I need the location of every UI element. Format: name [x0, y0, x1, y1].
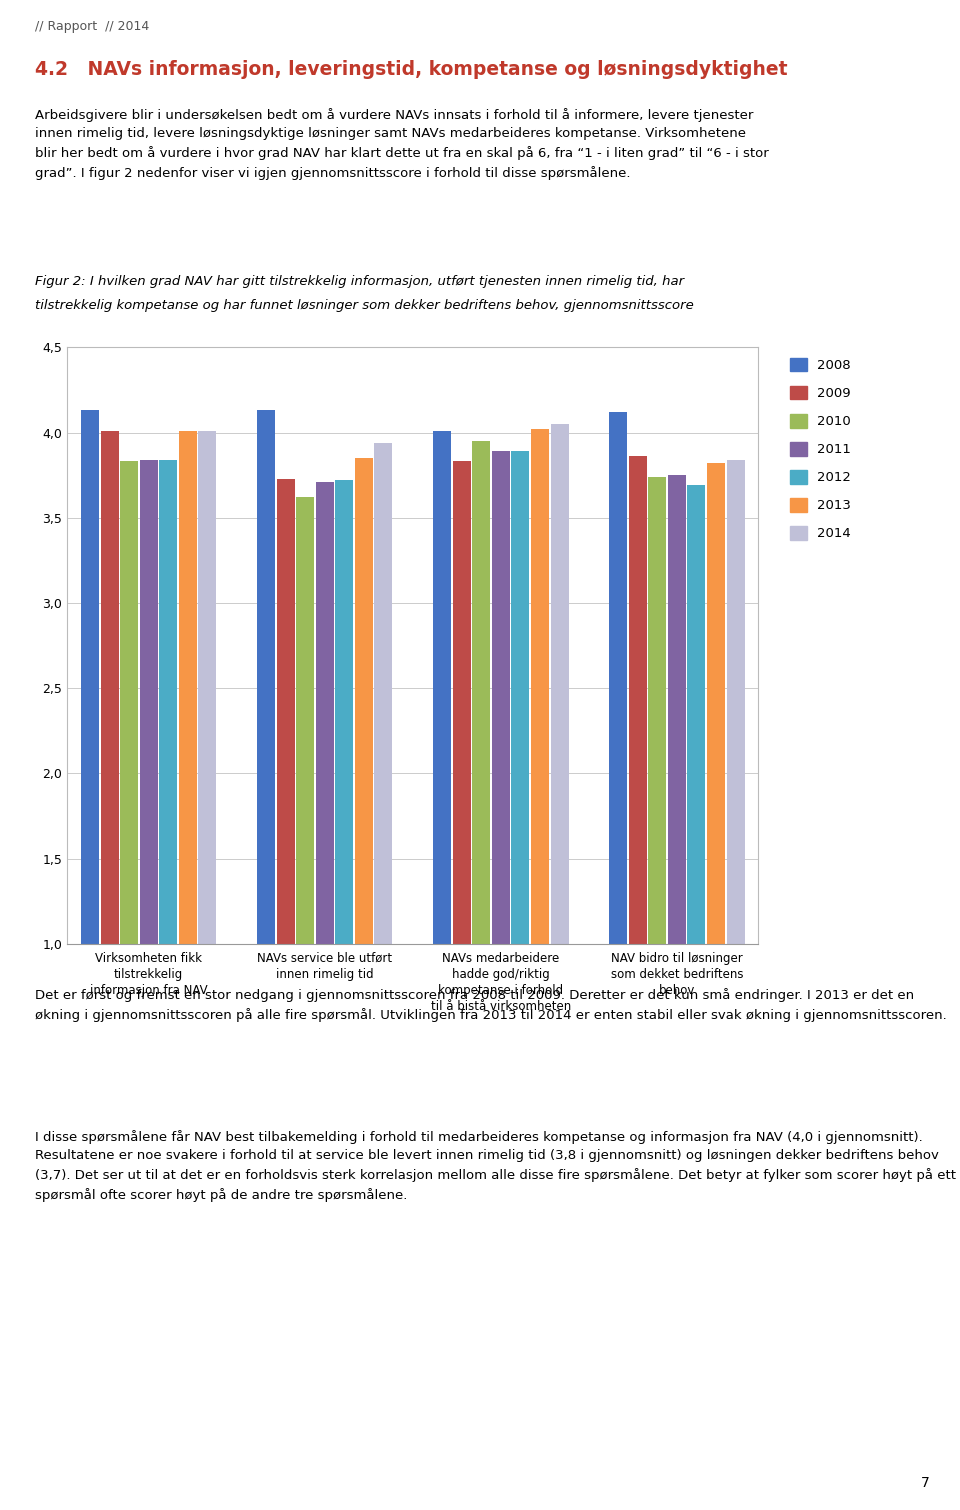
Text: tilstrekkelig kompetanse og har funnet løsninger som dekker bedriftens behov, gj: tilstrekkelig kompetanse og har funnet l… — [35, 299, 694, 313]
Text: Arbeidsgivere blir i undersøkelsen bedt om å vurdere NAVs innsats i forhold til : Arbeidsgivere blir i undersøkelsen bedt … — [35, 109, 769, 181]
Bar — [707, 464, 725, 944]
Bar — [101, 430, 119, 944]
Bar — [687, 485, 706, 944]
Bar — [335, 480, 353, 944]
Bar — [668, 476, 685, 944]
Bar — [374, 442, 393, 944]
Bar — [297, 497, 314, 944]
Bar — [629, 456, 647, 944]
Bar — [648, 477, 666, 944]
Bar — [179, 430, 197, 944]
Text: 4.2   NAVs informasjon, leveringstid, kompetanse og løsningsdyktighet: 4.2 NAVs informasjon, leveringstid, komp… — [35, 60, 787, 79]
Bar — [512, 451, 529, 944]
Text: Figur 2: I hvilken grad NAV har gitt tilstrekkelig informasjon, utført tjenesten: Figur 2: I hvilken grad NAV har gitt til… — [35, 275, 684, 288]
Bar — [453, 462, 470, 944]
Bar — [140, 459, 157, 944]
Bar — [531, 429, 549, 944]
Bar — [355, 458, 372, 944]
Bar — [199, 430, 216, 944]
Bar — [316, 482, 334, 944]
Legend: 2008, 2009, 2010, 2011, 2012, 2013, 2014: 2008, 2009, 2010, 2011, 2012, 2013, 2014 — [785, 353, 855, 545]
Bar — [610, 412, 627, 944]
Text: // Rapport  // 2014: // Rapport // 2014 — [35, 20, 149, 33]
Bar — [276, 479, 295, 944]
Bar — [472, 441, 491, 944]
Text: 7: 7 — [922, 1475, 930, 1490]
Bar — [81, 411, 99, 944]
Bar — [550, 424, 568, 944]
Bar — [120, 462, 138, 944]
Bar — [492, 451, 510, 944]
Bar — [159, 459, 178, 944]
Bar — [257, 411, 276, 944]
Bar — [433, 430, 451, 944]
Text: Det er først og fremst en stor nedgang i gjennomsnittsscoren fra 2008 til 2009. : Det er først og fremst en stor nedgang i… — [35, 988, 947, 1022]
Text: I disse spørsmålene får NAV best tilbakemelding i forhold til medarbeideres komp: I disse spørsmålene får NAV best tilbake… — [35, 1129, 956, 1202]
Bar — [727, 459, 745, 944]
